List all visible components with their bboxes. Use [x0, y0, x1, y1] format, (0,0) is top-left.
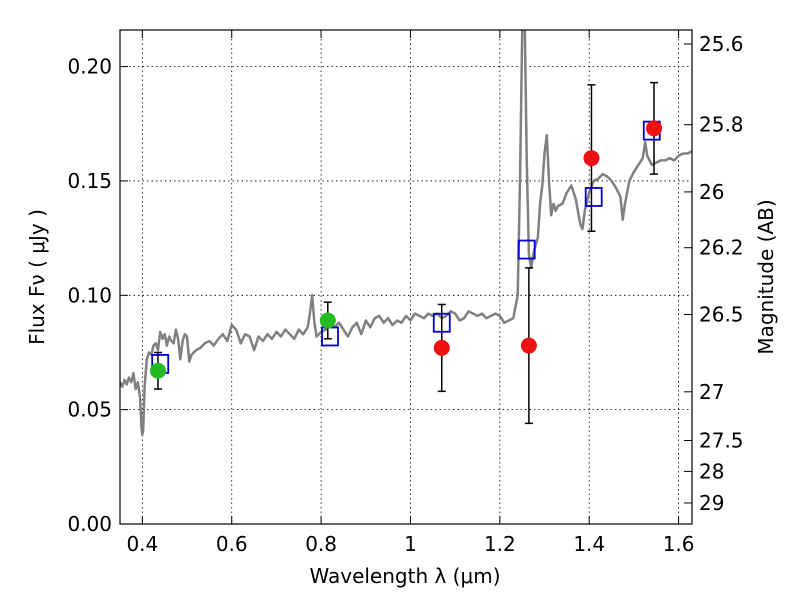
plot-area: [120, 30, 692, 437]
y-tick-label: 0.10: [67, 283, 112, 307]
ticks: 0.4 0.6 0.8 1 1.2 1.4 1.6 0.00 0.05 0.10 0.15 0.20 2…: [67, 30, 744, 556]
x-tick-label: 0.6: [216, 532, 248, 556]
x-tick-label: 0.8: [305, 532, 337, 556]
data-point: [433, 339, 450, 356]
right-tick-label: 28: [699, 459, 724, 483]
right-tick-label: 26: [699, 180, 724, 204]
x-tick-label: 1.6: [663, 532, 695, 556]
data-point: [149, 362, 166, 379]
grid-lines: [120, 30, 692, 525]
plot-frame: [119, 29, 693, 525]
data-point: [319, 312, 336, 329]
x-tick-label: 1: [404, 532, 417, 556]
y-tick-label: 0.00: [67, 512, 112, 536]
y-axis-right-label: Magnitude (AB): [754, 199, 778, 354]
right-tick-label: 26.5: [699, 303, 744, 327]
data-point: [520, 337, 537, 354]
right-tick-label: 25.6: [699, 32, 744, 56]
data-point: [646, 120, 663, 137]
right-tick-label: 25.8: [699, 113, 744, 137]
model-square: [517, 239, 536, 260]
right-tick-label: 29: [699, 491, 724, 515]
x-axis-label: Wavelength λ (μm): [309, 564, 500, 588]
y-axis-label: Flux Fν ( μJy ): [25, 209, 49, 345]
y-tick-label: 0.15: [67, 169, 112, 193]
x-tick-label: 1.4: [573, 532, 605, 556]
right-tick-label: 27.5: [699, 429, 744, 453]
right-tick-label: 27: [699, 380, 724, 404]
x-tick-label: 0.4: [126, 532, 158, 556]
model-square: [584, 187, 603, 207]
x-tick-label: 1.2: [484, 532, 516, 556]
y-tick-label: 0.20: [67, 55, 112, 79]
y-tick-label: 0.05: [67, 398, 112, 422]
data-point: [583, 150, 600, 167]
data-markers: [149, 81, 663, 425]
model-square: [432, 312, 451, 333]
spectrum-line: [120, 30, 692, 437]
right-tick-label: 26.2: [699, 236, 744, 260]
